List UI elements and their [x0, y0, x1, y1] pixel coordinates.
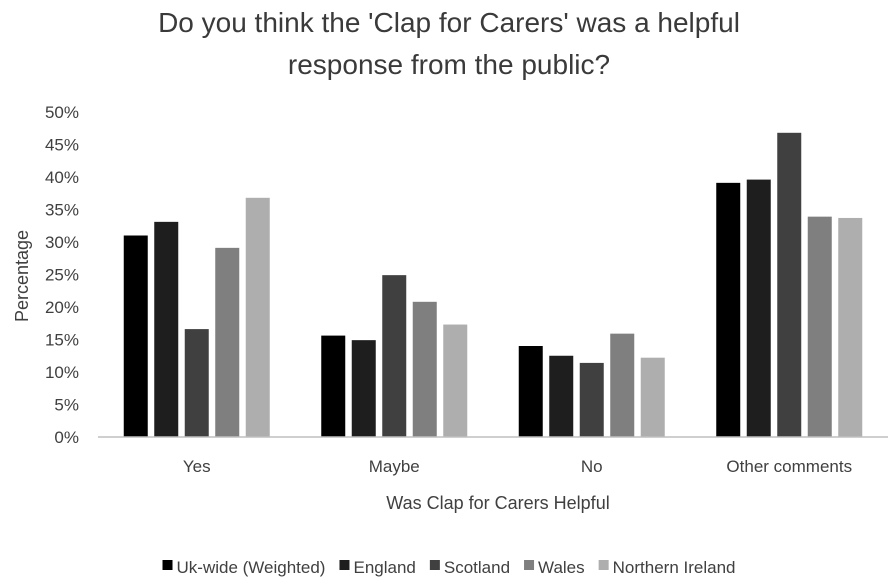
legend-item: Scotland	[429, 558, 510, 577]
bar	[716, 182, 741, 437]
bar	[838, 217, 863, 437]
x-axis-ticks: Yes Maybe No Other comments	[183, 457, 852, 476]
bar	[746, 179, 771, 437]
legend-item: Uk-wide (Weighted)	[162, 558, 326, 577]
bar	[579, 362, 604, 437]
y-tick-label: 10%	[45, 363, 79, 382]
legend-label: England	[353, 558, 415, 577]
y-axis-label: Percentage	[12, 230, 32, 322]
bar	[215, 247, 240, 437]
legend-label: Uk-wide (Weighted)	[177, 558, 326, 577]
bar	[154, 221, 179, 437]
legend-label: Wales	[538, 558, 585, 577]
y-tick-label: 25%	[45, 266, 79, 285]
legend-item: Northern Ireland	[598, 558, 736, 577]
x-tick-label: Other comments	[726, 457, 852, 476]
bar	[443, 324, 468, 437]
y-tick-label: 45%	[45, 136, 79, 155]
bar	[382, 275, 407, 437]
bar	[321, 335, 346, 437]
y-tick-label: 15%	[45, 331, 79, 350]
y-tick-label: 5%	[54, 396, 79, 415]
legend-label: Northern Ireland	[613, 558, 736, 577]
legend-swatch	[429, 560, 440, 570]
chart-title: Do you think the 'Clap for Carers' was a…	[158, 7, 740, 80]
y-axis-ticks: 0% 5% 10% 15% 20% 25% 30% 35% 40% 45% 50%	[45, 103, 79, 447]
bar	[184, 329, 209, 437]
bar	[518, 346, 543, 437]
bar	[640, 357, 665, 437]
bar	[245, 197, 270, 437]
bar	[123, 235, 148, 437]
y-tick-label: 40%	[45, 168, 79, 187]
y-tick-label: 50%	[45, 103, 79, 122]
legend: Uk-wide (Weighted) England Scotland Wales No…	[162, 558, 736, 577]
bars	[123, 132, 863, 438]
legend-swatch	[162, 560, 173, 570]
y-tick-label: 20%	[45, 298, 79, 317]
y-tick-label: 35%	[45, 201, 79, 220]
bar	[549, 355, 574, 437]
x-tick-label: Yes	[183, 457, 211, 476]
x-tick-label: Maybe	[369, 457, 420, 476]
y-tick-label: 30%	[45, 233, 79, 252]
y-tick-label: 0%	[54, 428, 79, 447]
x-tick-label: No	[581, 457, 603, 476]
chart-title-line-2: response from the public?	[288, 49, 610, 80]
bar	[807, 216, 832, 437]
x-axis-label: Was Clap for Carers Helpful	[386, 493, 609, 513]
bar	[777, 132, 802, 438]
chart-title-line-1: Do you think the 'Clap for Carers' was a…	[158, 7, 740, 38]
legend-swatch	[598, 560, 609, 570]
legend-item: Wales	[524, 558, 585, 577]
bar	[610, 333, 635, 437]
bar	[412, 301, 437, 437]
bar	[351, 340, 376, 437]
legend-swatch	[339, 560, 350, 570]
legend-swatch	[524, 560, 535, 570]
legend-item: England	[339, 558, 416, 577]
legend-label: Scotland	[444, 558, 510, 577]
